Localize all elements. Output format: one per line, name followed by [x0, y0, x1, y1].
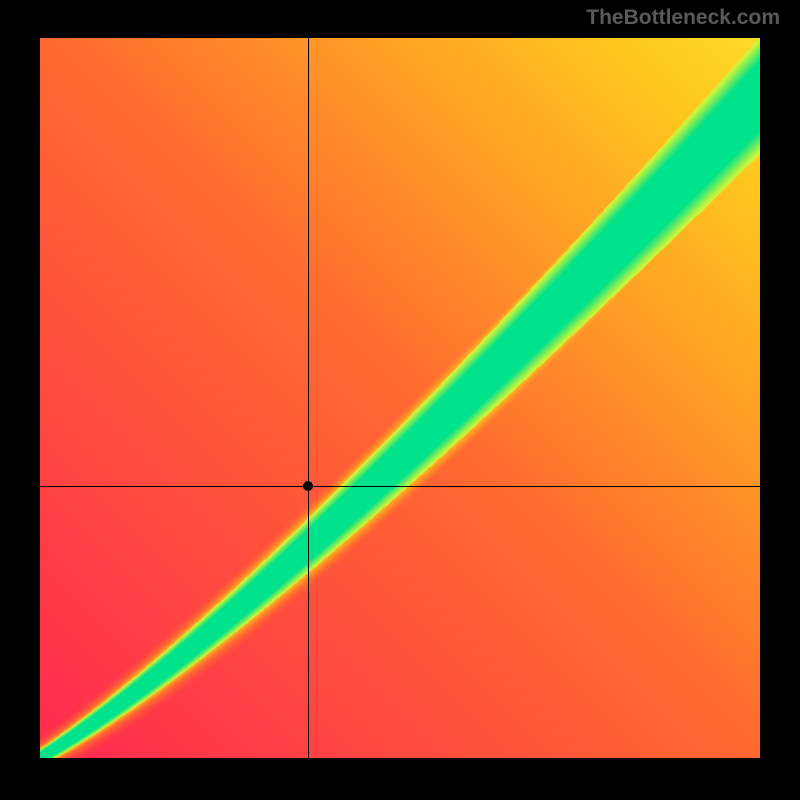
watermark-text: TheBottleneck.com [586, 6, 780, 30]
heatmap-canvas [40, 38, 760, 758]
crosshair-vertical [308, 38, 309, 758]
crosshair-marker [303, 481, 313, 491]
crosshair-horizontal [40, 486, 760, 487]
plot-area [40, 38, 760, 758]
